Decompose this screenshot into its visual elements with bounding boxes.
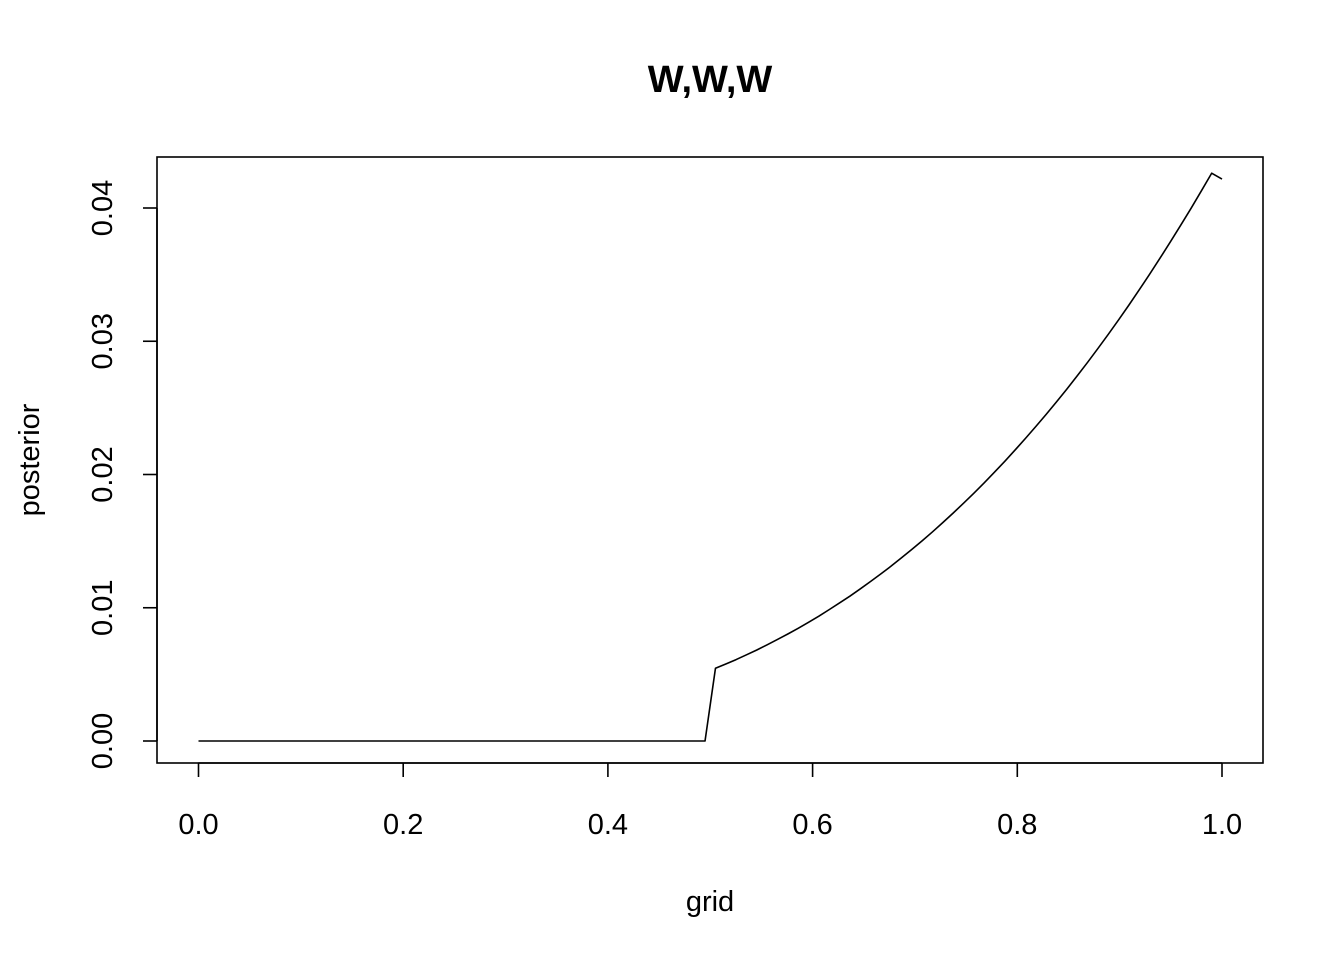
x-axis-label: grid — [686, 886, 734, 918]
y-tick-label: 0.00 — [87, 713, 119, 769]
chart-title: W,W,W — [648, 59, 773, 101]
y-tick-label: 0.04 — [87, 180, 119, 236]
x-tick-label: 0.0 — [178, 809, 218, 841]
x-tick-label: 0.6 — [792, 809, 832, 841]
x-tick-label: 1.0 — [1202, 809, 1242, 841]
x-tick-label: 0.8 — [997, 809, 1037, 841]
x-axis: 0.0 0.2 0.4 0.6 0.8 1.0 — [178, 762, 1242, 841]
y-tick-label: 0.03 — [87, 313, 119, 369]
y-tick-label: 0.02 — [87, 446, 119, 502]
y-axis-label: posterior — [14, 403, 46, 516]
x-tick-label: 0.2 — [383, 809, 423, 841]
y-axis: 0.00 0.01 0.02 0.03 0.04 — [87, 180, 158, 769]
y-tick-label: 0.01 — [87, 580, 119, 636]
x-tick-label: 0.4 — [588, 809, 628, 841]
plot-frame — [156, 156, 1264, 764]
posterior-line — [198, 172, 1223, 742]
